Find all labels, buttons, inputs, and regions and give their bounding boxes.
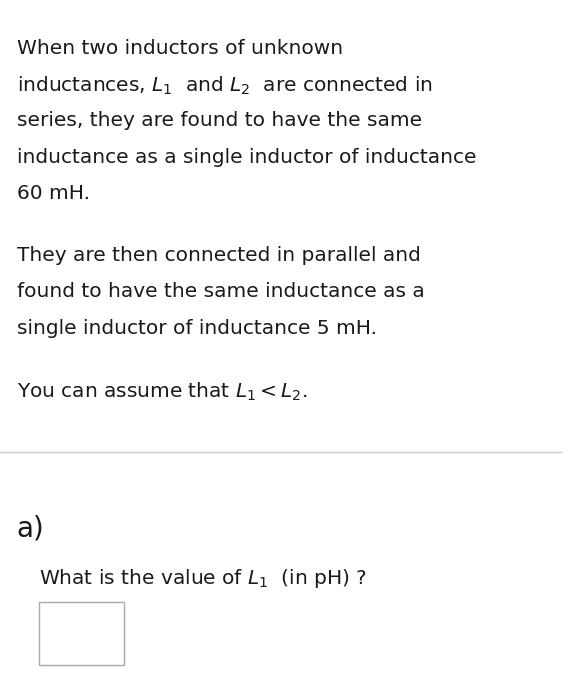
Text: inductance as a single inductor of inductance: inductance as a single inductor of induc… — [17, 148, 476, 167]
Text: What is the value of $L_1$  (in pH) ?: What is the value of $L_1$ (in pH) ? — [39, 567, 367, 590]
Text: found to have the same inductance as a: found to have the same inductance as a — [17, 282, 424, 302]
Text: inductances, $L_1$  and $L_2$  are connected in: inductances, $L_1$ and $L_2$ are connect… — [17, 75, 433, 97]
Text: 60 mH.: 60 mH. — [17, 184, 90, 203]
Text: They are then connected in parallel and: They are then connected in parallel and — [17, 246, 421, 265]
FancyBboxPatch shape — [39, 602, 124, 665]
Text: single inductor of inductance 5 mH.: single inductor of inductance 5 mH. — [17, 318, 377, 338]
Text: a): a) — [17, 514, 45, 542]
Text: series, they are found to have the same: series, they are found to have the same — [17, 111, 422, 130]
Text: When two inductors of unknown: When two inductors of unknown — [17, 38, 343, 57]
Text: You can assume that $L_1 < L_2$.: You can assume that $L_1 < L_2$. — [17, 381, 307, 403]
